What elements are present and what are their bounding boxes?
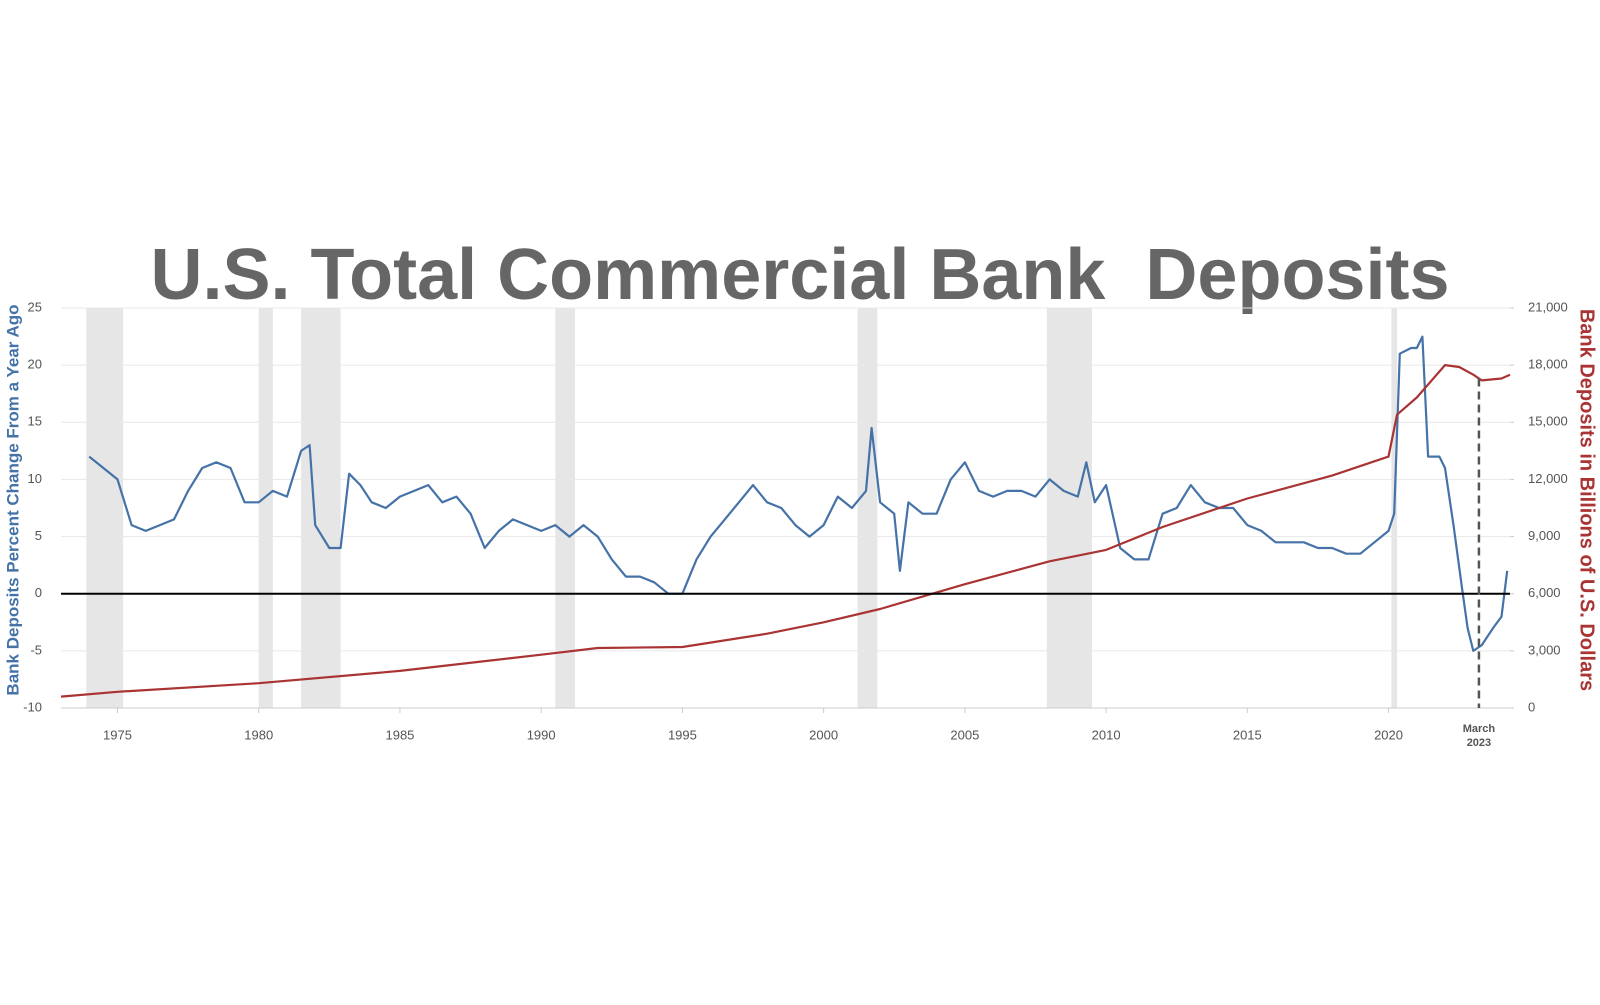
x-tick-label: 1985	[385, 727, 414, 742]
y-axis-title: Bank Deposits Percent Change From a Year…	[3, 304, 22, 695]
y-tick-label: 15	[28, 414, 42, 429]
y2-axis-title: Bank Deposits in Billions of U.S. Dollar…	[1576, 309, 1598, 691]
x-tick-label: 1990	[527, 727, 556, 742]
y2-tick-label: 6,000	[1528, 585, 1561, 600]
x-tick-label: 1995	[668, 727, 697, 742]
y-tick-label: 0	[35, 585, 42, 600]
x-tick-label: 1980	[244, 727, 273, 742]
recession-band	[86, 308, 124, 708]
y-tick-label: -5	[30, 642, 42, 657]
y-tick-label: -10	[23, 699, 42, 714]
chart-title: U.S. Total Commercial Bank Deposits	[151, 235, 1450, 315]
x-tick-label: 2005	[950, 727, 979, 742]
recession-band	[301, 308, 341, 708]
y2-tick-label: 15,000	[1528, 414, 1568, 429]
x-tick-label: 2000	[809, 727, 838, 742]
series-line	[88, 335, 1509, 652]
y-tick-label: 5	[35, 528, 42, 543]
y2-tick-label: 0	[1528, 699, 1535, 714]
y-tick-label: 25	[28, 299, 42, 314]
y2-tick-label: 9,000	[1528, 528, 1561, 543]
annotation-label: March	[1463, 723, 1496, 735]
recession-band	[555, 308, 576, 708]
x-tick-label: 2020	[1374, 727, 1403, 742]
y2-tick-label: 3,000	[1528, 642, 1561, 657]
y-tick-label: 10	[28, 471, 42, 486]
y2-tick-label: 12,000	[1528, 471, 1568, 486]
series-line	[60, 364, 1511, 698]
recession-band	[258, 308, 273, 708]
recession-band	[857, 308, 878, 708]
x-tick-label: 2010	[1092, 727, 1121, 742]
y2-tick-label: 18,000	[1528, 357, 1568, 372]
x-tick-label: 2015	[1233, 727, 1262, 742]
x-tick-label: 1975	[103, 727, 132, 742]
recession-band	[1046, 308, 1092, 708]
y-tick-label: 20	[28, 357, 42, 372]
y2-tick-label: 21,000	[1528, 299, 1568, 314]
annotation-sublabel: 2023	[1467, 737, 1491, 749]
